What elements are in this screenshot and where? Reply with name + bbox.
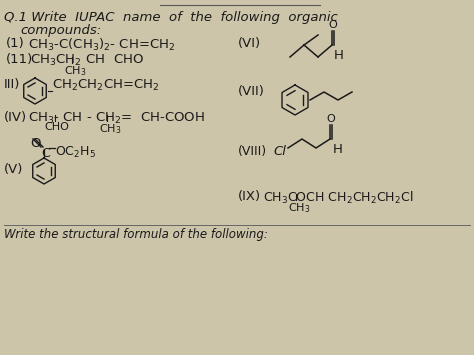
Text: CH$_3$-C(CH$_3$)$_2$- CH=CH$_2$: CH$_3$-C(CH$_3$)$_2$- CH=CH$_2$: [28, 37, 175, 53]
Text: CH$_3$: CH$_3$: [99, 122, 121, 136]
Text: (VI): (VI): [238, 37, 261, 50]
Text: H: H: [334, 49, 344, 62]
Text: H: H: [333, 143, 343, 156]
Text: C: C: [41, 147, 50, 160]
Text: CHO: CHO: [44, 122, 69, 132]
Text: Q.1 Write  IUPAC  name  of  the  following  organic: Q.1 Write IUPAC name of the following or…: [4, 11, 338, 24]
Text: O: O: [30, 137, 40, 150]
Text: III): III): [4, 78, 20, 91]
Text: (11): (11): [6, 53, 33, 66]
Text: OC$_2$H$_5$: OC$_2$H$_5$: [55, 145, 96, 160]
Text: (VII): (VII): [238, 85, 265, 98]
Text: Write the structural formula of the following:: Write the structural formula of the foll…: [4, 228, 268, 241]
Text: CH$_3$CH$_2$ CH  CHO: CH$_3$CH$_2$ CH CHO: [30, 53, 144, 68]
Text: O: O: [326, 114, 335, 124]
Text: Cl: Cl: [273, 145, 286, 158]
Text: CH$_3$COCH CH$_2$CH$_2$CH$_2$Cl: CH$_3$COCH CH$_2$CH$_2$CH$_2$Cl: [263, 190, 413, 206]
Text: (1): (1): [6, 37, 25, 50]
Text: (VIII): (VIII): [238, 145, 267, 158]
Text: (IV): (IV): [4, 111, 27, 124]
Text: CH$_3$- CH - CH$_2$=  CH-COOH: CH$_3$- CH - CH$_2$= CH-COOH: [28, 111, 205, 126]
Text: CH$_3$: CH$_3$: [64, 64, 86, 78]
Text: O: O: [328, 20, 337, 30]
Text: (V): (V): [4, 163, 23, 176]
Text: CH$_3$: CH$_3$: [288, 201, 310, 215]
Text: (IX): (IX): [238, 190, 261, 203]
Text: compounds:: compounds:: [20, 24, 101, 37]
Text: CH$_2$CH$_2$CH=CH$_2$: CH$_2$CH$_2$CH=CH$_2$: [52, 77, 160, 93]
